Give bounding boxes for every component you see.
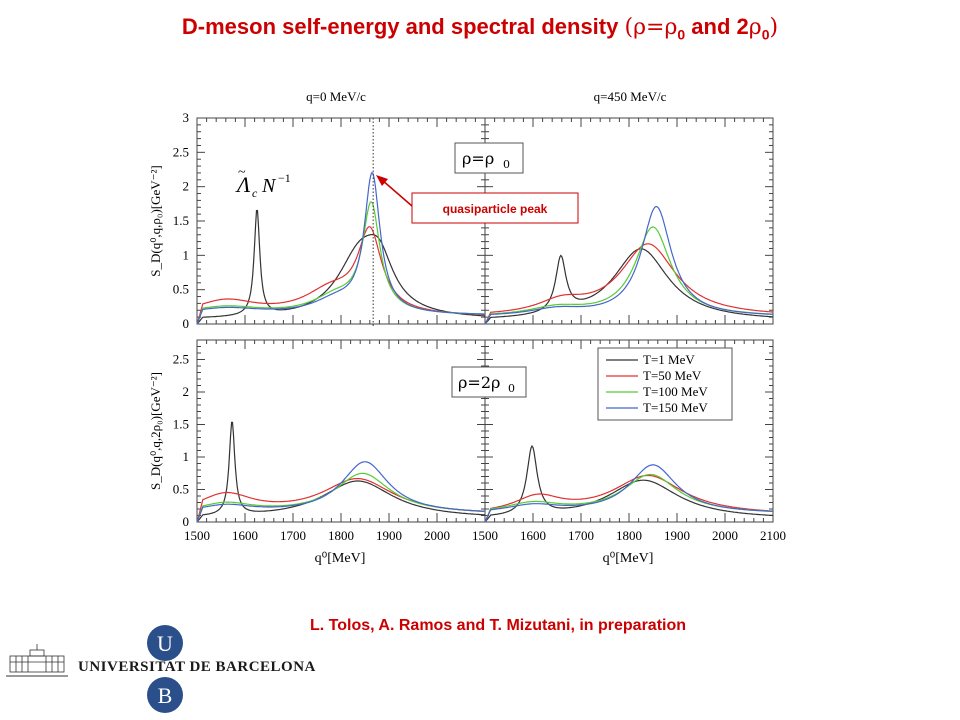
lambda-tilde: ~ <box>238 165 246 180</box>
legend-label: T=100 MeV <box>643 384 708 399</box>
series-rho0-q450-1 <box>484 248 773 325</box>
quasiparticle-annotation: quasiparticle peak <box>376 175 579 224</box>
x-tick-label: 1900 <box>376 528 402 543</box>
rho2-box: ρ=2ρ 0 <box>451 366 527 398</box>
legend-label: T=1 MeV <box>643 352 695 367</box>
quasiparticle-arrow-head <box>376 175 388 186</box>
x-tick-label: 1800 <box>616 528 642 543</box>
y-tick-label: 1.5 <box>173 417 189 432</box>
x-tick-label: 1800 <box>328 528 354 543</box>
rho0-subscript: 0 <box>503 158 510 171</box>
y-tick-label: 0.5 <box>173 482 189 497</box>
y-tick-label: 2 <box>183 384 190 399</box>
logo-circle-b <box>147 677 183 713</box>
rho2-text: ρ=2ρ <box>458 373 500 392</box>
series-rho0-q450-4 <box>484 206 773 325</box>
rho2-subscript: 0 <box>508 382 515 395</box>
y-tick-label: 2.5 <box>173 352 189 367</box>
quasiparticle-box <box>411 192 579 224</box>
y-tick-label: 2.5 <box>173 144 189 159</box>
x-tick-label: 1500 <box>184 528 210 543</box>
x-tick-label: 1900 <box>664 528 690 543</box>
slide-title: D-meson self-energy and spectral density… <box>0 14 960 42</box>
y-tick-label: 1 <box>183 449 190 464</box>
y-tick-label: 0 <box>183 514 190 529</box>
university-name: UNIVERSITAT DE BARCELONA <box>78 659 316 675</box>
x-axis-label-left: q⁰[MeV] <box>315 551 366 566</box>
logo-letter-u: U <box>157 631 173 656</box>
title-sub-2: 0 <box>761 26 770 43</box>
title-rho-equals: ρ=ρ <box>633 15 678 40</box>
legend-label: T=50 MeV <box>643 368 702 383</box>
title-and: and 2 <box>685 14 749 39</box>
ticks-layer: 0 0.5 1 1.5 2 2.5 3 0 0.5 1 1.5 2 2.5 1500 1600 1700 180… <box>173 110 786 543</box>
quasiparticle-arrow-line <box>381 179 413 207</box>
x-tick-label: 1700 <box>280 528 306 543</box>
rho0-text: ρ=ρ <box>462 149 494 168</box>
series-2rho0-q0-1 <box>196 421 485 523</box>
citation: L. Tolos, A. Ramos and T. Mizutani, in p… <box>309 617 687 634</box>
series-2rho0-q0-4 <box>196 461 485 523</box>
y-tick-label: 1 <box>183 247 190 262</box>
series-2rho0-q450-4 <box>484 464 773 523</box>
rho0-box: ρ=ρ 0 <box>454 142 524 174</box>
lambda-symbol: Λ <box>235 172 251 197</box>
x-tick-label: 1600 <box>520 528 546 543</box>
series-rho0-q0-1 <box>196 209 485 325</box>
lambda-subscript-c: c <box>252 186 258 200</box>
title-sub-1: 0 <box>677 26 686 43</box>
x-tick-label: 2100 <box>760 528 786 543</box>
series-rho0-q450-3 <box>484 226 773 325</box>
logo-circle-u <box>147 625 183 661</box>
legend-label: T=150 MeV <box>643 400 708 415</box>
series-rho0-q0-2 <box>196 226 485 325</box>
panel-title-q0: q=0 MeV/c <box>306 89 366 104</box>
title-text: D-meson self-energy and spectral density <box>181 14 619 39</box>
y-tick-label: 0 <box>183 316 190 331</box>
title-paren-open: ( <box>624 15 634 40</box>
series-rho0-q450-2 <box>484 243 773 325</box>
x-tick-label: 2000 <box>712 528 738 543</box>
y-tick-label: 2 <box>183 179 190 194</box>
y-tick-label: 3 <box>183 110 190 125</box>
y-tick-label: 0.5 <box>173 282 189 297</box>
rho2-box-frame <box>451 366 527 398</box>
y-axis-label-bottom: S_D(q⁰,q,2ρ₀)[GeV⁻²] <box>148 372 163 490</box>
series-2rho0-q450-2 <box>484 474 774 523</box>
logo-letter-b: B <box>158 683 173 708</box>
title-paren-close: ) <box>769 15 779 40</box>
rho0-box-frame <box>454 142 524 174</box>
title-rho: ρ <box>748 15 762 40</box>
building-icon <box>9 644 65 673</box>
series-rho0-q0-4 <box>196 172 485 325</box>
curves-layer <box>196 172 774 523</box>
y-axis-label-top: S_D(q⁰,q,ρ₀)[GeV⁻²] <box>148 165 163 276</box>
x-axis-label-right: q⁰[MeV] <box>603 551 654 566</box>
y-tick-label: 1.5 <box>173 213 189 228</box>
university-logo: U B <box>6 625 183 713</box>
quasiparticle-label: quasiparticle peak <box>443 202 548 216</box>
x-tick-label: 2000 <box>424 528 450 543</box>
x-tick-label: 1500 <box>472 528 498 543</box>
lambda-c-label: Λ ~ c N −1 <box>235 165 291 200</box>
x-tick-label: 1700 <box>568 528 594 543</box>
panel-title-q450: q=450 MeV/c <box>594 89 667 104</box>
lambda-exponent: −1 <box>278 171 291 185</box>
x-tick-label: 1600 <box>232 528 258 543</box>
lambda-N: N <box>261 175 277 197</box>
